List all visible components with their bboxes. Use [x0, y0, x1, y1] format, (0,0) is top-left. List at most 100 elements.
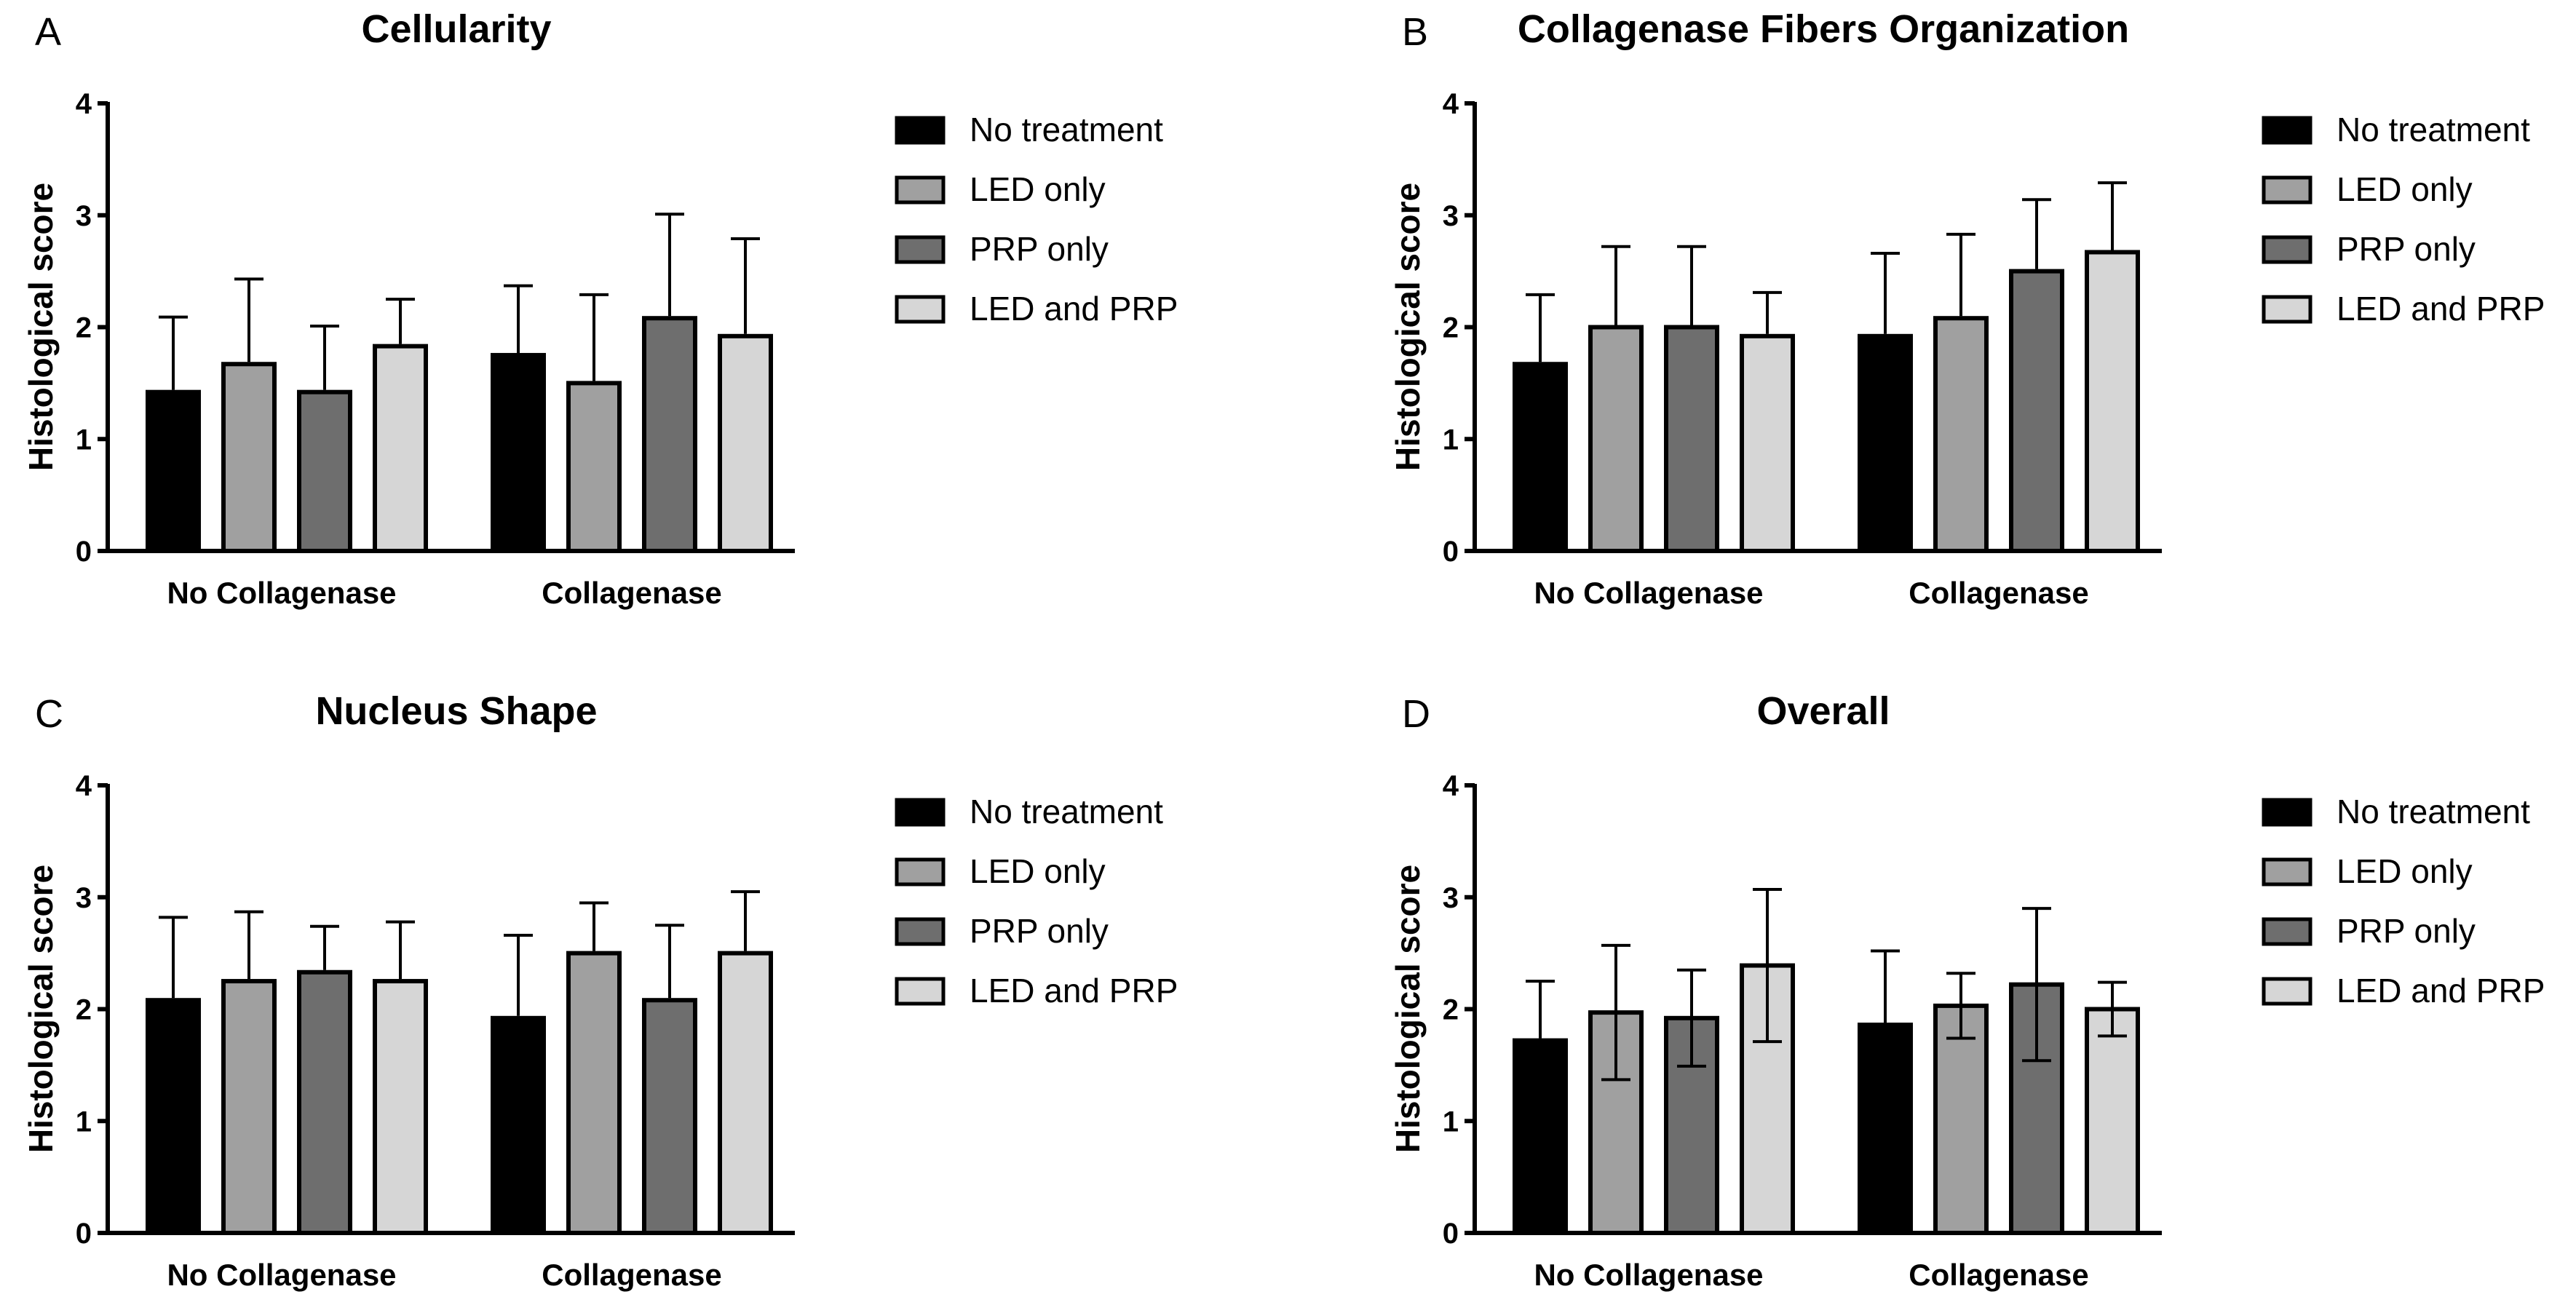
legend-label: PRP only: [2337, 912, 2476, 950]
legend-swatch: [2262, 857, 2313, 886]
chart-title: Overall: [1756, 689, 1890, 733]
bar: [1513, 362, 1568, 553]
y-tick-label: 2: [76, 312, 92, 344]
legend-label: PRP only: [970, 912, 1109, 950]
category-label: No Collagenase: [1534, 1258, 1763, 1292]
legend-swatch: [2262, 175, 2313, 205]
legend-swatch: [895, 116, 946, 145]
legend-swatch: [2262, 798, 2313, 827]
bar: [566, 381, 622, 553]
bar: [373, 344, 428, 553]
chart-panel-b: B Collagenase Fibers Organization Histolog…: [1389, 7, 2545, 610]
legend-swatch: [2262, 977, 2313, 1006]
category-label: No Collagenase: [167, 576, 396, 610]
chart-title: Nucleus Shape: [315, 689, 597, 733]
bar: [642, 998, 697, 1235]
panel-letter: D: [1402, 692, 1430, 736]
y-tick-label: 0: [1443, 1218, 1459, 1250]
bar: [1588, 325, 1644, 553]
y-tick-label: 1: [76, 1106, 92, 1138]
y-tick-label: 3: [76, 882, 92, 914]
y-tick-label: 3: [76, 200, 92, 232]
y-tick-label: 4: [1443, 88, 1459, 120]
legend-label: No treatment: [2337, 111, 2530, 148]
legend-label: LED only: [2337, 170, 2473, 208]
bar: [1740, 333, 1795, 553]
legend-swatch: [895, 235, 946, 264]
bar: [1513, 1038, 1568, 1235]
y-tick-label: 2: [1443, 994, 1459, 1026]
bar: [373, 979, 428, 1235]
y-tick-label: 1: [1443, 424, 1459, 456]
category-label: Collagenase: [1909, 1258, 2088, 1292]
category-label: Collagenase: [542, 576, 721, 610]
legend-swatch: [2262, 116, 2313, 145]
legend-swatch: [2262, 917, 2313, 946]
legend-label: No treatment: [2337, 793, 2530, 830]
panel-letter: A: [35, 10, 61, 54]
bar: [221, 362, 277, 553]
bar: [642, 316, 697, 553]
legend-label: PRP only: [970, 230, 1109, 268]
y-tick-label: 3: [1443, 882, 1459, 914]
category-label: No Collagenase: [1534, 576, 1763, 610]
bar: [146, 998, 201, 1235]
legend-swatch: [895, 295, 946, 324]
y-tick-label: 4: [1443, 770, 1459, 802]
y-tick-label: 0: [76, 536, 92, 568]
bar: [491, 1015, 546, 1235]
category-label: No Collagenase: [167, 1258, 396, 1292]
legend-label: LED and PRP: [2337, 972, 2545, 1010]
bar: [146, 389, 201, 553]
bar: [491, 352, 546, 553]
bar: [1933, 316, 1989, 553]
legend-label: LED and PRP: [2337, 290, 2545, 328]
legend-label: No treatment: [970, 111, 1163, 148]
y-axis-label: Histological score: [1389, 865, 1427, 1153]
bar: [718, 333, 773, 553]
bar: [2085, 1007, 2140, 1235]
y-tick-label: 3: [1443, 200, 1459, 232]
y-tick-label: 2: [76, 994, 92, 1026]
bar: [297, 969, 352, 1235]
chart-title: Cellularity: [361, 7, 551, 51]
bar: [1933, 1003, 1989, 1235]
y-tick-label: 4: [76, 770, 92, 802]
legend-label: LED only: [970, 170, 1106, 208]
bar: [718, 951, 773, 1235]
legend-swatch: [2262, 295, 2313, 324]
y-axis-label: Histological score: [22, 183, 60, 471]
legend-swatch: [895, 977, 946, 1006]
legend-swatch: [2262, 235, 2313, 264]
bar: [1858, 1023, 1913, 1235]
y-tick-label: 1: [76, 424, 92, 456]
legend-label: No treatment: [970, 793, 1163, 830]
legend-swatch: [895, 175, 946, 205]
legend-swatch: [895, 798, 946, 827]
legend-swatch: [895, 917, 946, 946]
category-label: Collagenase: [1909, 576, 2088, 610]
bar: [297, 389, 352, 553]
chart-panel-a: A Cellularity Histological score 0 1 2 3 4 No Co…: [22, 7, 1178, 610]
legend-label: LED only: [2337, 852, 2473, 890]
bar: [221, 979, 277, 1235]
y-axis-label: Histological score: [1389, 183, 1427, 471]
legend-label: PRP only: [2337, 230, 2476, 268]
panel-letter: B: [1402, 10, 1428, 54]
y-tick-label: 1: [1443, 1106, 1459, 1138]
y-axis-label: Histological score: [22, 865, 60, 1153]
bar: [566, 951, 622, 1235]
y-tick-label: 4: [76, 88, 92, 120]
bar: [1858, 333, 1913, 553]
y-tick-label: 0: [1443, 536, 1459, 568]
legend-swatch: [895, 857, 946, 886]
category-label: Collagenase: [542, 1258, 721, 1292]
chart-panel-d: D Overall Histological score 0 1 2 3 4 No Collag…: [1389, 689, 2545, 1292]
legend-label: LED and PRP: [970, 290, 1178, 328]
legend-label: LED and PRP: [970, 972, 1178, 1010]
bar: [1664, 325, 1719, 553]
bar: [2009, 269, 2064, 553]
chart-title: Collagenase Fibers Organization: [1518, 7, 2129, 51]
bar: [2085, 250, 2140, 553]
